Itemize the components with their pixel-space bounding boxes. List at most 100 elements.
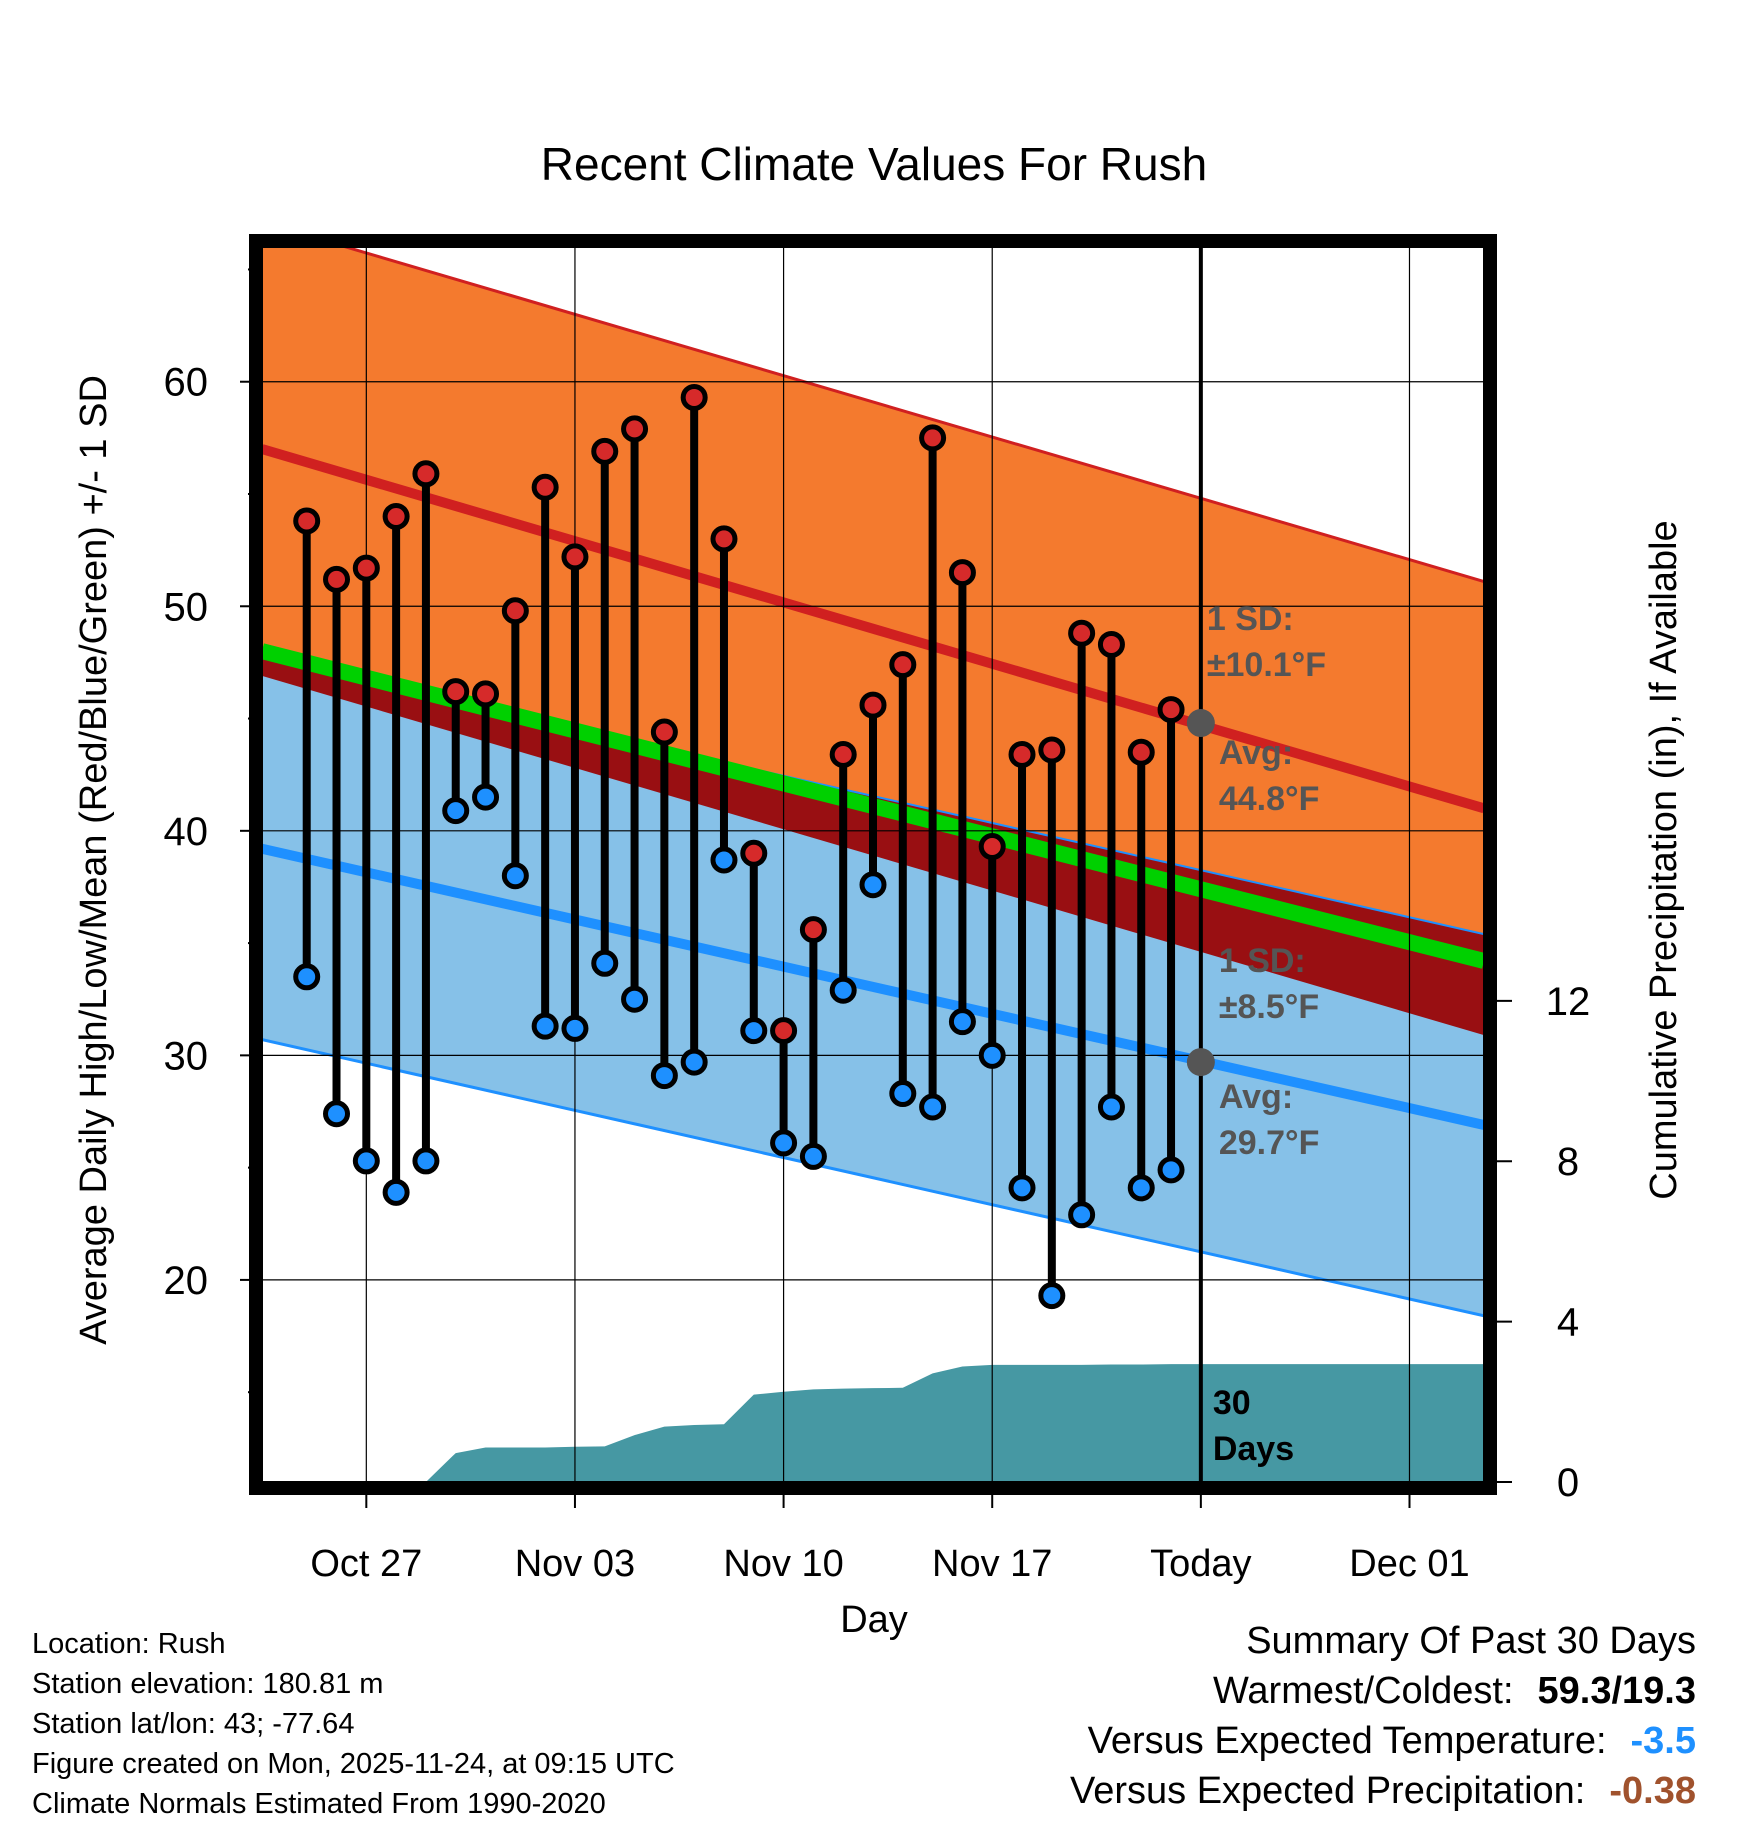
- daily-high-point: [1157, 696, 1185, 724]
- precip-value: -0.38: [1609, 1770, 1696, 1812]
- created-text: Figure created on Mon, 2025-11-24, at 09…: [32, 1748, 675, 1780]
- daily-low-point: [829, 976, 857, 1004]
- daily-high-point: [919, 424, 947, 452]
- x-tick-label: Nov 03: [515, 1543, 635, 1585]
- precip-label: Versus Expected Precipitation:: [1069, 1770, 1586, 1812]
- daily-high-point: [799, 916, 827, 944]
- daily-low-point: [770, 1129, 798, 1157]
- daily-low-point: [501, 862, 529, 890]
- daily-low-point: [948, 1008, 976, 1036]
- daily-low-point: [382, 1178, 410, 1206]
- normals-text: Climate Normals Estimated From 1990-2020: [32, 1788, 606, 1820]
- daily-low-point: [740, 1017, 768, 1045]
- temp-value: -3.5: [1630, 1720, 1696, 1762]
- daily-high-point: [382, 502, 410, 530]
- high-avg-label: Avg:: [1219, 734, 1293, 772]
- daily-high-point: [770, 1017, 798, 1045]
- daily-low-point: [1157, 1156, 1185, 1184]
- daily-high-point: [1068, 619, 1096, 647]
- high-normal-band: [262, 247, 1484, 1036]
- y-tick-label-left: 30: [164, 1034, 209, 1078]
- daily-low-point: [889, 1080, 917, 1108]
- daily-high-point: [472, 680, 500, 708]
- low-lower-sd-line: [262, 1038, 1484, 1318]
- daily-low-point: [531, 1012, 559, 1040]
- daily-low-point: [1008, 1174, 1036, 1202]
- plot-area: 1 SD: ±10.1°F Avg: 44.8°F 1 SD: ±8.5°F Avg: 29.…: [262, 247, 1484, 1482]
- daily-high-point: [293, 507, 321, 535]
- daily-high-point: [978, 833, 1006, 861]
- daily-high-point: [829, 740, 857, 768]
- daily-high-point: [323, 565, 351, 593]
- daily-low-point: [710, 846, 738, 874]
- daily-low-point: [680, 1048, 708, 1076]
- daily-low-point: [1097, 1093, 1125, 1121]
- daily-high-point: [740, 839, 768, 867]
- x-tick-label: Nov 17: [932, 1543, 1052, 1585]
- daily-high-point: [680, 383, 708, 411]
- daily-high-point: [442, 678, 470, 706]
- chart-title: Recent Climate Values For Rush: [541, 138, 1207, 190]
- x-tick-label: Oct 27: [310, 1543, 422, 1585]
- daily-high-point: [501, 597, 529, 625]
- daily-high-point: [1127, 738, 1155, 766]
- daily-high-point: [1097, 630, 1125, 658]
- high-avg-value: 44.8°F: [1219, 780, 1320, 818]
- y-tick-label-right: 4: [1557, 1301, 1579, 1345]
- plot-frame: [249, 234, 1497, 1495]
- station-info: Location: Rush Station elevation: 180.81…: [32, 1624, 675, 1824]
- x-tick-label: Dec 01: [1349, 1543, 1469, 1585]
- daily-high-point: [1008, 740, 1036, 768]
- precip-area: [396, 1364, 1484, 1482]
- daily-high-point: [710, 525, 738, 553]
- location-text: Location: Rush: [32, 1628, 226, 1660]
- daily-low-point: [1038, 1282, 1066, 1310]
- daily-low-point: [412, 1147, 440, 1175]
- daily-high-point: [591, 437, 619, 465]
- daily-low-point: [621, 985, 649, 1013]
- daily-low-point: [561, 1014, 589, 1042]
- daily-low-point: [591, 949, 619, 977]
- daily-low-point: [650, 1062, 678, 1090]
- daily-high-point: [412, 460, 440, 488]
- y-tick-label-left: 20: [164, 1259, 209, 1303]
- low-sd-value: ±8.5°F: [1219, 988, 1319, 1026]
- y-tick-label-right: 8: [1557, 1140, 1579, 1184]
- y-tick-label-right: 0: [1557, 1461, 1579, 1505]
- daily-low-point: [323, 1100, 351, 1128]
- low-avg-value: 29.7°F: [1219, 1124, 1320, 1162]
- warmest-value: 59.3/19.3: [1537, 1670, 1696, 1712]
- summary-temp-row: Versus Expected Temperature: -3.5: [1070, 1716, 1696, 1766]
- high-normal-mean-line: [262, 444, 1484, 814]
- daily-low-point: [978, 1041, 1006, 1069]
- y-tick-label-right: 12: [1546, 980, 1591, 1024]
- summary-panel: Summary Of Past 30 Days Warmest/Coldest:…: [1070, 1616, 1696, 1816]
- days-word-label: Days: [1213, 1430, 1294, 1468]
- summary-heading: Summary Of Past 30 Days: [1246, 1620, 1696, 1662]
- latlon-text: Station lat/lon: 43; -77.64: [32, 1708, 355, 1740]
- daily-low-point: [1068, 1201, 1096, 1229]
- y-tick-label-left: 40: [164, 810, 209, 854]
- low-avg-label: Avg:: [1219, 1078, 1293, 1116]
- daily-low-point: [1127, 1174, 1155, 1202]
- daily-high-point: [621, 415, 649, 443]
- y-axis-label-left: Average Daily High/Low/Mean (Red/Blue/Gr…: [73, 375, 115, 1345]
- today-high-avg-marker: [1186, 709, 1215, 738]
- daily-high-point: [948, 559, 976, 587]
- daily-high-point: [650, 718, 678, 746]
- daily-low-point: [919, 1093, 947, 1121]
- elevation-text: Station elevation: 180.81 m: [32, 1668, 384, 1700]
- daily-low-point: [293, 963, 321, 991]
- y-axis-label-right: Cumulative Precipitation (in), If Availa…: [1643, 520, 1685, 1199]
- days-count-label: 30: [1213, 1384, 1251, 1422]
- daily-low-point: [799, 1142, 827, 1170]
- daily-high-point: [531, 473, 559, 501]
- low-sd-label: 1 SD:: [1219, 942, 1306, 980]
- x-axis-label: Day: [840, 1599, 908, 1641]
- daily-low-point: [442, 797, 470, 825]
- today-low-avg-marker: [1186, 1048, 1215, 1077]
- temp-label: Versus Expected Temperature:: [1087, 1720, 1607, 1762]
- high-sd-label: 1 SD:: [1207, 600, 1294, 638]
- summary-warmest-row: Warmest/Coldest: 59.3/19.3: [1070, 1666, 1696, 1716]
